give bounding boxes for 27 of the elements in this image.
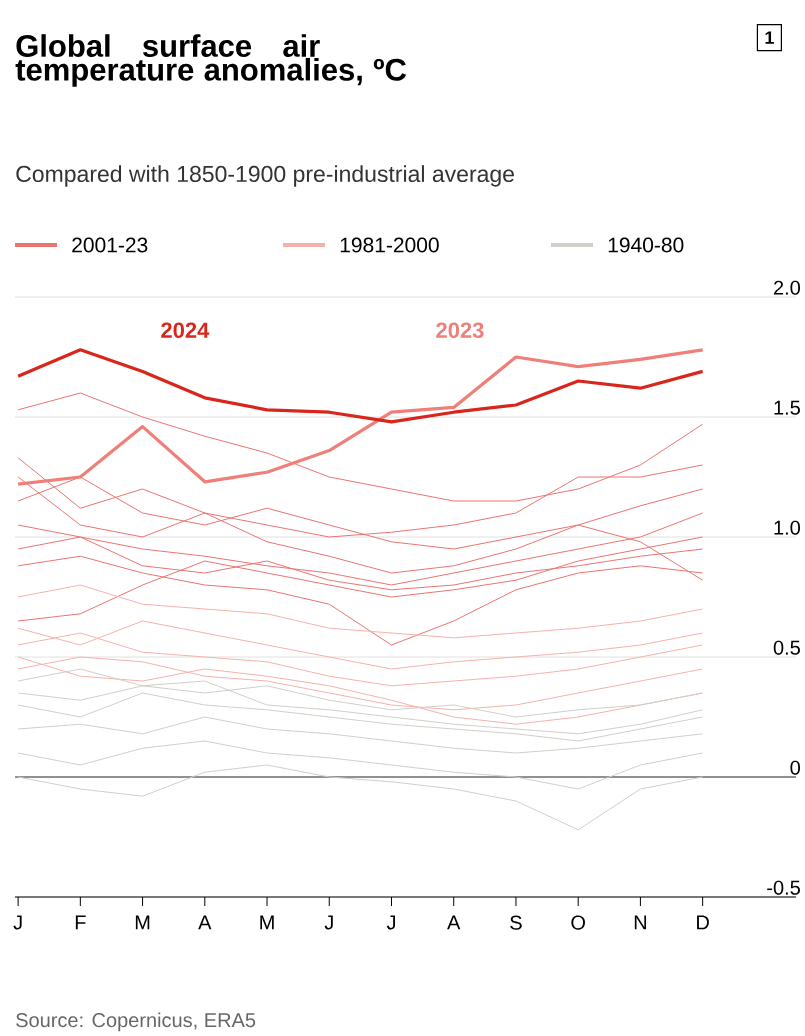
x-tick-label: A <box>447 915 461 930</box>
text: 1 <box>765 31 774 44</box>
chart-title: Global surface air temperature anomalies, ºC <box>15 34 407 87</box>
y-tick-label: -0.5 <box>767 880 800 895</box>
y-tick-label: 1.0 <box>774 520 801 535</box>
source-note: Source: Copernicus, ERA5 <box>16 1012 256 1032</box>
y-tick-label: 2.0 <box>773 280 801 295</box>
legend-label: 2001-23 <box>72 237 148 253</box>
legend-label: 1981-2000 <box>340 237 439 253</box>
annotation: 2023 <box>436 322 484 339</box>
annotation: 2024 <box>161 322 210 339</box>
chart-subtitle: Compared with 1850-1900 pre-industrial average <box>16 165 514 187</box>
x-tick-label: J <box>13 915 22 930</box>
y-tick-label: 0 <box>790 760 800 775</box>
x-tick-label: A <box>198 915 212 930</box>
x-tick-label: N <box>634 915 647 930</box>
x-tick-label: J <box>386 915 396 930</box>
x-tick-label: M <box>260 915 274 930</box>
x-tick-label: O <box>571 915 586 930</box>
x-tick-label: S <box>510 915 522 930</box>
x-tick-label: J <box>324 915 333 930</box>
x-tick-label: F <box>75 915 86 930</box>
y-tick-label: 0.5 <box>773 640 800 655</box>
x-tick-label: D <box>697 915 709 930</box>
x-tick-label: M <box>135 915 150 930</box>
legend-label: 1940-80 <box>608 237 684 253</box>
y-tick-label: 1.5 <box>774 400 800 415</box>
